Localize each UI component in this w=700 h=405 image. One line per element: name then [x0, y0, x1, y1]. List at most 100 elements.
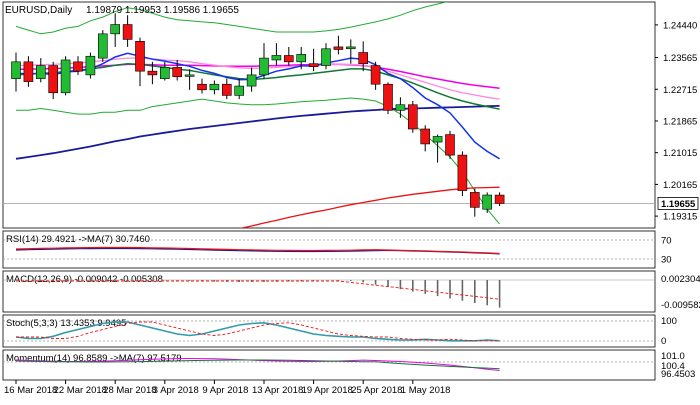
- rsi-ma-line: [15, 246, 500, 255]
- candle-body: [98, 33, 108, 59]
- candle-body: [482, 194, 493, 210]
- candle-body: [160, 67, 170, 79]
- candle-21: [271, 43, 282, 66]
- candle-body: [333, 46, 344, 50]
- overlay-ema-10: [15, 52, 500, 160]
- candle-body: [494, 194, 505, 204]
- candle-body: [172, 67, 182, 78]
- macd-signal-line: [16, 280, 500, 300]
- candle-body: [246, 74, 257, 87]
- candle-body: [122, 24, 133, 40]
- candle-body: [383, 83, 393, 111]
- current-price-label: 1.19655: [661, 199, 696, 210]
- overlay-sma-200: [238, 186, 500, 228]
- stoch-scale-label: 0: [661, 336, 666, 347]
- macd-scale-label: 0.002304: [661, 274, 700, 285]
- candle-24: [308, 48, 319, 72]
- candle-body: [445, 134, 455, 156]
- candle-body: [234, 85, 244, 96]
- candle-1: [23, 56, 34, 87]
- candle-body: [222, 83, 232, 96]
- rsi-scale-label: 70: [661, 236, 672, 247]
- candle-body: [457, 154, 468, 191]
- candle-34: [432, 134, 443, 163]
- candle-26: [333, 35, 344, 55]
- candle-38: [482, 192, 493, 213]
- candle-body: [11, 61, 21, 79]
- candle-body: [407, 104, 418, 130]
- y-tick-label: 1.21015: [663, 148, 697, 159]
- candle-15: [197, 78, 207, 94]
- candle-37: [469, 188, 480, 217]
- candle-3: [48, 61, 59, 100]
- y-tick-label: 1.22715: [663, 85, 697, 96]
- candle-27: [345, 39, 356, 64]
- candle-body: [35, 65, 46, 79]
- candle-body: [135, 41, 145, 72]
- candle-32: [407, 101, 418, 133]
- candle-18: [234, 78, 244, 100]
- candle-36: [457, 151, 468, 197]
- candle-16: [209, 80, 220, 95]
- candle-8: [110, 13, 120, 47]
- panel-frames: [2, 1, 656, 381]
- candle-2: [35, 58, 46, 83]
- candle-12: [160, 61, 170, 81]
- candle-25: [321, 43, 331, 70]
- candle-body: [283, 55, 294, 63]
- candle-body: [147, 70, 158, 76]
- candle-0: [11, 52, 21, 92]
- x-tick-label: 9 Apr 2018: [202, 385, 248, 396]
- x-tick-label: 1 May 2018: [401, 385, 451, 396]
- momentum-scale-label: 101.0: [661, 351, 685, 362]
- candle-body: [209, 83, 220, 91]
- candle-body: [420, 128, 431, 145]
- candle-7: [98, 30, 108, 62]
- candle-body: [432, 136, 443, 143]
- candle-body: [73, 61, 83, 72]
- momentum-scale-label: 100.4: [661, 361, 685, 372]
- x-tick-label: 3 Apr 2018: [153, 385, 199, 396]
- candle-body: [308, 63, 319, 67]
- current-price-box: [657, 197, 699, 210]
- candle-body: [85, 55, 96, 76]
- overlay-bb-lower: [16, 97, 500, 225]
- macd-label: MACD(12,26,9) -0.009042 -0.005308: [6, 274, 163, 285]
- candle-body: [296, 54, 307, 63]
- x-tick-label: 28 Mar 2018: [103, 385, 156, 396]
- macd-scale-label: -0.009582: [661, 300, 700, 311]
- y-tick-label: 1.21865: [663, 116, 697, 127]
- y-tick-label: 1.19315: [663, 212, 697, 223]
- stoch-d-line: [16, 321, 500, 342]
- panel-frame-3: [2, 314, 656, 348]
- candle-body: [321, 48, 331, 66]
- panel-frame-4: [2, 349, 656, 381]
- candle-23: [296, 46, 307, 70]
- candle-4: [60, 56, 71, 96]
- candle-body: [259, 57, 269, 76]
- x-tick-label: 22 Mar 2018: [54, 385, 107, 396]
- y-tick-label: 1.23565: [663, 53, 697, 64]
- x-tick-label: 25 Apr 2018: [351, 385, 402, 396]
- x-tick-label: 13 Apr 2018: [252, 385, 303, 396]
- y-tick-label: 1.20165: [663, 180, 697, 191]
- candle-13: [172, 59, 182, 81]
- panel-frame-1: [2, 230, 656, 269]
- panel-frame-2: [2, 270, 656, 313]
- candle-body: [23, 61, 34, 82]
- candle-body: [358, 52, 369, 64]
- rsi-label: RSI(14) 29.4921 ->MA(7) 30.7460: [6, 234, 150, 245]
- stoch-scale-label: 100: [661, 316, 677, 327]
- candle-20: [259, 43, 269, 79]
- candle-body: [395, 104, 406, 111]
- candle-body: [110, 24, 120, 35]
- candle-11: [147, 61, 158, 85]
- momentum-scale-label: 96.4503: [661, 369, 695, 380]
- ohlc-readout: 1.19879 1.19953 1.19586 1.19655: [86, 5, 239, 16]
- momentum-ma-line: [15, 359, 500, 370]
- candle-body: [60, 59, 71, 94]
- candle-body: [48, 65, 59, 94]
- candle-19: [246, 67, 257, 92]
- overlay-ema-30: [15, 57, 500, 100]
